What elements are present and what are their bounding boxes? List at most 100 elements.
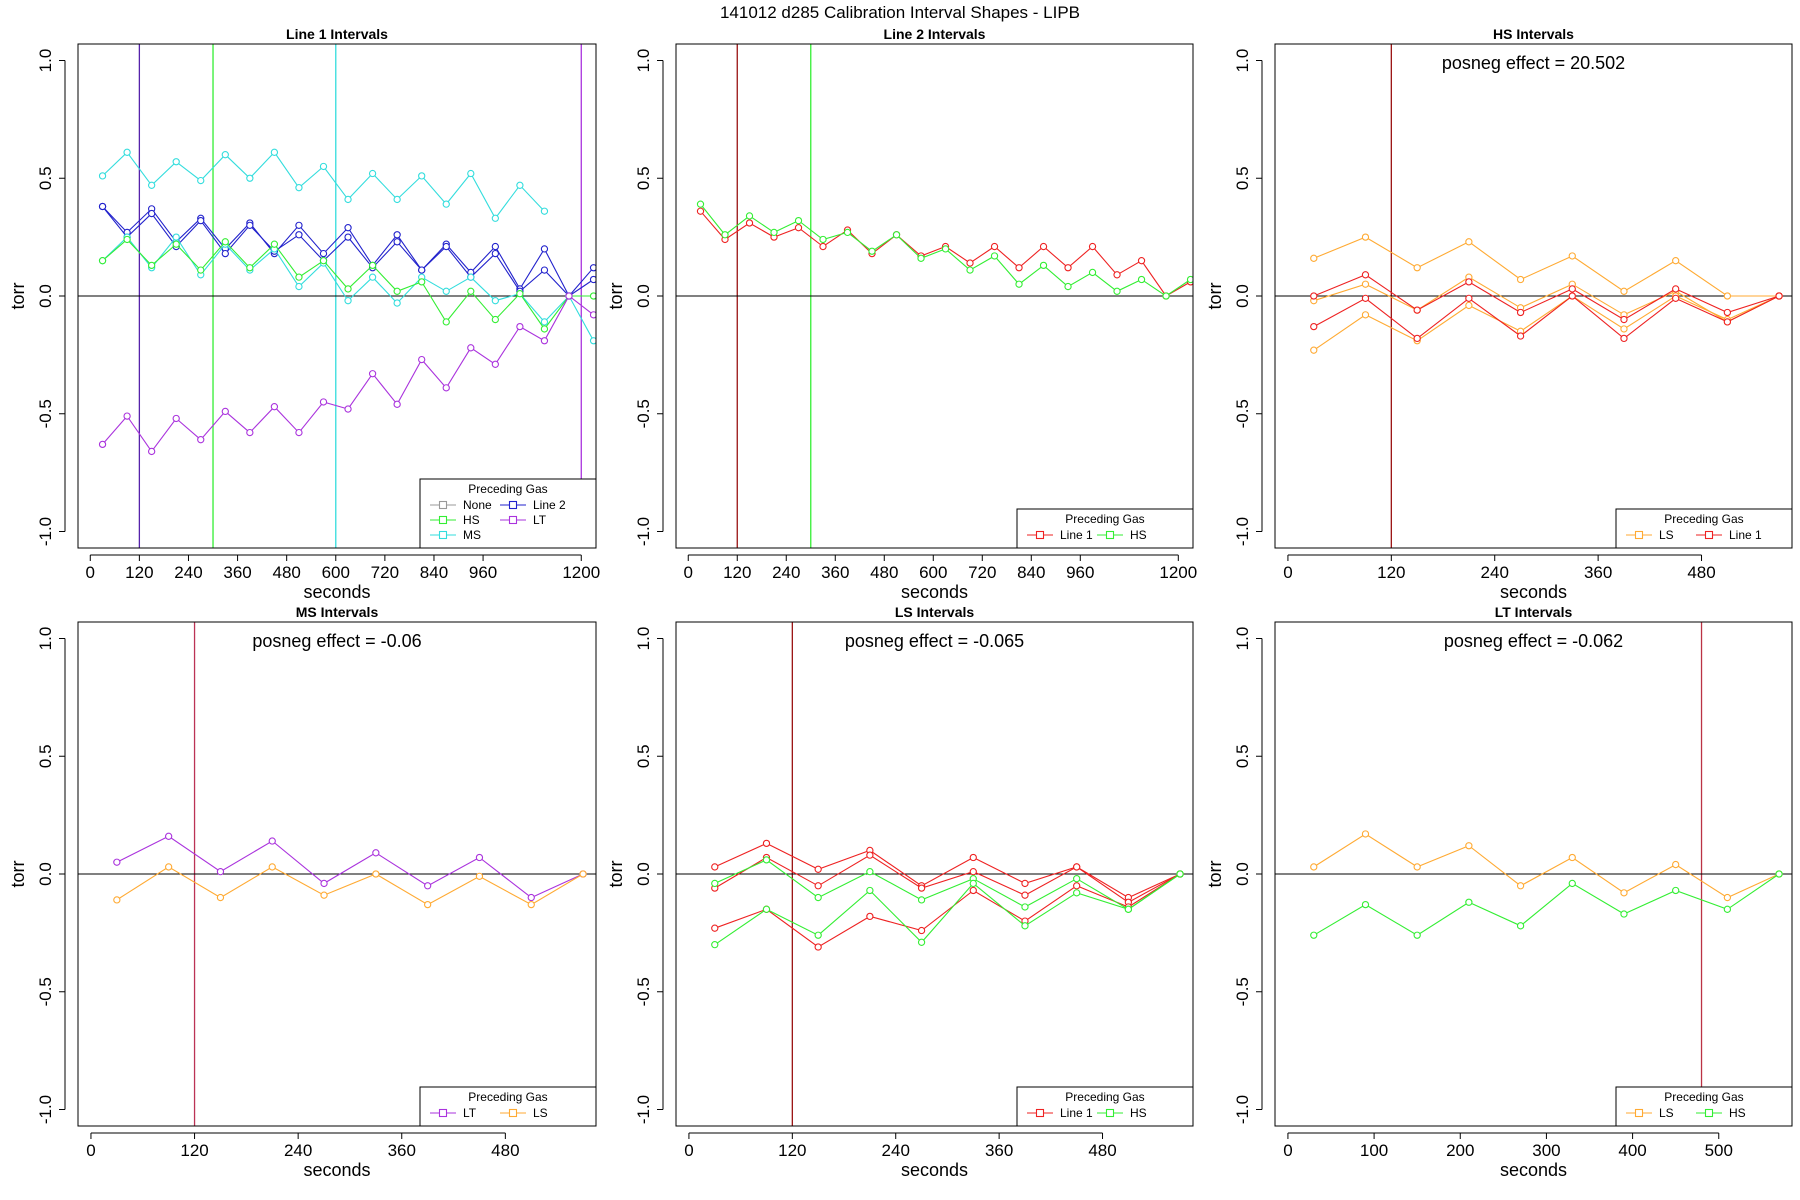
data-point [319, 249, 328, 258]
data-point [1176, 870, 1184, 878]
data-point [711, 879, 719, 888]
x-tick-label: 120 [1377, 563, 1405, 582]
data-point [197, 176, 205, 185]
data-point [1361, 830, 1370, 838]
data-point [1021, 879, 1029, 888]
data-point [197, 436, 205, 444]
x-tick-label: 0 [1283, 563, 1292, 582]
data-point [917, 884, 926, 892]
y-tick-label: -1.0 [36, 517, 55, 546]
x-tick-label: 360 [985, 1141, 1013, 1160]
data-point [969, 879, 977, 888]
legend-swatch-marker [1035, 1108, 1045, 1118]
data-point [164, 863, 173, 871]
chart-panels: Line 1 Intervals 0 120 240 360 480 600 720 840 96… [8, 26, 1793, 1180]
plot-area [1275, 44, 1792, 548]
x-tick-label: 120 [778, 1141, 806, 1160]
data-point [565, 292, 573, 300]
data-point [1413, 863, 1421, 871]
data-point [794, 224, 803, 232]
data-point [819, 235, 827, 244]
x-tick-label: 400 [1618, 1141, 1646, 1160]
data-point [589, 264, 596, 272]
data-point [814, 882, 822, 890]
legend-entry: None [463, 498, 492, 512]
data-point [589, 292, 596, 300]
data-point [1672, 860, 1680, 869]
x-tick-label: 720 [968, 563, 996, 582]
data-point [1672, 294, 1680, 303]
data-point [344, 285, 352, 293]
x-tick-label: 600 [919, 563, 947, 582]
data-point [197, 216, 205, 225]
data-point [1413, 334, 1421, 343]
data-point [246, 221, 254, 229]
data-point [113, 896, 121, 904]
legend-title: Preceding Gas [468, 1090, 547, 1104]
data-point [1361, 900, 1370, 909]
legend: Preceding Gas Line 1 HS [1016, 508, 1194, 549]
x-tick-label: 840 [1017, 563, 1045, 582]
data-point [442, 318, 450, 326]
data-point [866, 912, 874, 921]
data-point [711, 941, 719, 949]
data-point [540, 325, 549, 333]
legend-entry: LT [533, 513, 547, 527]
data-point [1620, 315, 1628, 324]
data-point [1073, 863, 1081, 871]
data-point [221, 151, 229, 159]
data-point [418, 172, 426, 180]
x-tick-label: 500 [1705, 1141, 1733, 1160]
y-tick-label: -1.0 [36, 1095, 55, 1124]
plot-area [78, 622, 596, 1126]
legend-entry: HS [463, 513, 480, 527]
legend-box [1016, 1086, 1194, 1127]
data-point [696, 200, 705, 208]
data-point [1039, 261, 1048, 270]
data-point [1413, 931, 1421, 939]
data-point [1015, 264, 1023, 272]
data-point [1015, 280, 1023, 288]
data-point [1310, 863, 1318, 871]
x-tick-label: 480 [1088, 1141, 1116, 1160]
data-point [423, 882, 432, 890]
y-tick-label: 0.5 [36, 166, 55, 190]
chart-panel-1: Line 1 Intervals 0 120 240 360 480 600 720 840 96… [8, 26, 600, 602]
data-point [147, 209, 156, 218]
series-line [1313, 236, 1780, 297]
data-point [843, 228, 852, 237]
x-tick-label: 360 [223, 563, 251, 582]
series-line [700, 210, 1191, 297]
x-tick-label: 0 [86, 1141, 95, 1160]
data-point [491, 315, 499, 324]
data-point [966, 259, 974, 267]
series-line [714, 859, 1181, 910]
series-line [102, 295, 594, 453]
series-line [1313, 873, 1780, 936]
y-tick-label: 1.0 [36, 627, 55, 651]
y-tick-label: -1.0 [634, 517, 653, 546]
data-point [393, 287, 401, 295]
data-point [1310, 346, 1318, 354]
data-point [917, 896, 926, 904]
data-point [969, 853, 977, 862]
data-point [123, 235, 131, 244]
data-point [221, 238, 229, 246]
data-point [393, 195, 401, 204]
x-tick-label: 240 [174, 563, 202, 582]
data-point [319, 162, 328, 171]
data-point [393, 238, 401, 246]
data-point [711, 863, 719, 871]
data-point [721, 231, 729, 239]
data-point [969, 867, 977, 876]
data-point [147, 181, 156, 189]
data-point [1723, 318, 1732, 326]
legend-title: Preceding Gas [1065, 1090, 1144, 1104]
x-axis-label: seconds [901, 1160, 968, 1180]
legend: Preceding Gas LT LS [419, 1086, 597, 1127]
legend-box [1615, 1086, 1793, 1127]
x-tick-label: 0 [684, 1141, 693, 1160]
data-point [814, 893, 822, 902]
data-point [941, 245, 950, 253]
legend-box [1615, 508, 1793, 549]
